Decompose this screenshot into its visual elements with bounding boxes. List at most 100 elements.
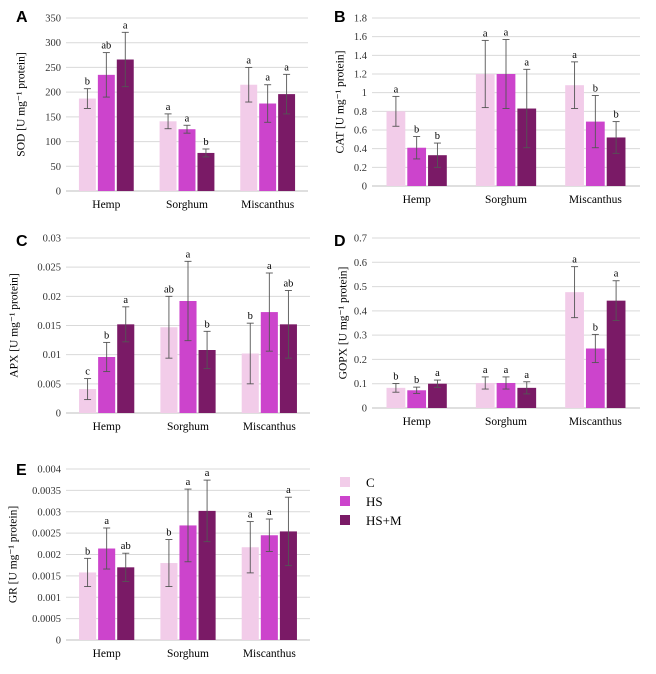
bar-hs	[496, 382, 516, 408]
category-label: Miscanthus	[243, 421, 297, 433]
y-tick-label: 0.6	[354, 126, 367, 137]
bar-hs	[179, 301, 197, 413]
y-axis-label: CAT [U mg⁻¹ protein]	[335, 51, 347, 154]
bar-hs	[585, 348, 605, 408]
category-label: Sorghum	[167, 421, 209, 433]
category-label: Miscanthus	[569, 416, 623, 428]
y-tick-label: 0.005	[37, 379, 61, 390]
bar-hs-m	[606, 300, 626, 408]
bar-c	[565, 85, 584, 186]
bar-hs	[260, 312, 278, 413]
significance-letter: b	[435, 131, 440, 142]
bar-hs	[260, 535, 278, 640]
panel-letter: C	[16, 233, 28, 250]
significance-letter: a	[572, 255, 577, 266]
significance-letter: c	[85, 367, 90, 378]
significance-letter: a	[104, 516, 109, 527]
y-tick-label: 200	[45, 88, 61, 99]
significance-letter: b	[166, 528, 171, 539]
y-tick-label: 150	[45, 112, 61, 123]
bar-c	[386, 387, 406, 408]
significance-letter: a	[286, 485, 291, 496]
y-tick-label: 0.3	[354, 331, 367, 342]
significance-letter: b	[393, 371, 398, 382]
y-tick-label: 1.8	[354, 14, 367, 25]
legend: C HS HS+M	[340, 475, 402, 528]
y-tick-label: 0.004	[37, 465, 61, 476]
significance-letter: b	[414, 375, 419, 386]
significance-letter: a	[246, 55, 251, 66]
significance-letter: a	[614, 269, 619, 280]
legend-label: HS	[366, 494, 383, 509]
y-tick-label: 0.03	[43, 234, 61, 245]
significance-letter: a	[524, 57, 529, 68]
chart-panel-c: C 0 0.005 0.01 0.015 0.02 0.025 0.03 APX [U mg⁻¹…	[9, 233, 310, 433]
y-tick-label: 0.002	[37, 550, 61, 561]
significance-letter: a	[186, 477, 191, 488]
panel-letter: A	[16, 9, 28, 26]
significance-letter: b	[203, 137, 208, 148]
significance-letter: a	[284, 62, 289, 73]
category-label: Miscanthus	[241, 199, 295, 211]
bar-hs	[179, 525, 197, 640]
bar-hs	[496, 74, 516, 186]
bar-hs-m	[428, 383, 447, 408]
significance-letter: a	[435, 368, 440, 379]
significance-letter: a	[572, 50, 577, 61]
y-axis-label: GOPX [U mg⁻¹ protein]	[338, 267, 350, 380]
significance-letter: a	[166, 102, 171, 113]
significance-letter: ab	[101, 41, 111, 52]
category-label: Sorghum	[166, 199, 208, 211]
significance-letter: a	[205, 468, 210, 479]
y-tick-label: 0.003	[37, 507, 61, 518]
y-tick-label: 0.2	[354, 163, 367, 174]
category-label: Miscanthus	[243, 648, 297, 660]
significance-letter: b	[593, 83, 598, 94]
y-tick-label: 0	[56, 636, 61, 647]
y-tick-label: 0.5	[354, 282, 367, 293]
significance-letter: a	[524, 370, 529, 381]
bar-c	[79, 389, 97, 413]
category-label: Hemp	[403, 416, 431, 428]
significance-letter: a	[185, 113, 190, 124]
bar-hs-m	[117, 324, 135, 413]
bar-c	[475, 74, 495, 186]
significance-letter: b	[414, 125, 419, 136]
bar-hs	[259, 103, 277, 191]
significance-letter: a	[248, 510, 253, 521]
y-tick-label: 0.01	[43, 350, 61, 361]
bar-hs-m	[117, 567, 135, 640]
category-label: Hemp	[92, 199, 120, 211]
bar-hs	[97, 74, 115, 191]
y-tick-label: 0.6	[354, 258, 367, 269]
bar-c	[475, 382, 495, 408]
y-axis-label: APX [U mg⁻¹ protein]	[9, 273, 21, 377]
y-tick-label: 1.4	[354, 51, 368, 62]
panel-letter: D	[334, 233, 346, 250]
bar-hs-m	[279, 324, 297, 413]
y-tick-label: 0.4	[354, 144, 368, 155]
y-tick-label: 0.001	[37, 593, 61, 604]
significance-letter: a	[267, 507, 272, 518]
y-tick-label: 0.025	[37, 263, 61, 274]
significance-letter: a	[483, 365, 488, 376]
y-tick-label: 0	[56, 409, 61, 420]
y-tick-label: 0.0005	[32, 614, 61, 625]
y-tick-label: 0.1	[354, 379, 367, 390]
significance-letter: a	[504, 365, 509, 376]
bar-c	[78, 98, 96, 191]
bar-c	[240, 84, 258, 191]
bar-hs	[585, 121, 605, 186]
bar-c	[241, 547, 259, 640]
bar-c	[160, 563, 178, 640]
legend-label: HS+M	[366, 513, 402, 528]
bar-c	[79, 572, 97, 640]
y-tick-label: 0.7	[354, 234, 367, 245]
legend-swatch	[340, 477, 350, 487]
significance-letter: a	[394, 84, 399, 95]
significance-letter: a	[123, 20, 128, 31]
bar-c	[565, 292, 584, 408]
bar-hs-m	[116, 59, 134, 191]
bar-hs	[407, 147, 427, 186]
y-tick-label: 0.0025	[32, 529, 61, 540]
